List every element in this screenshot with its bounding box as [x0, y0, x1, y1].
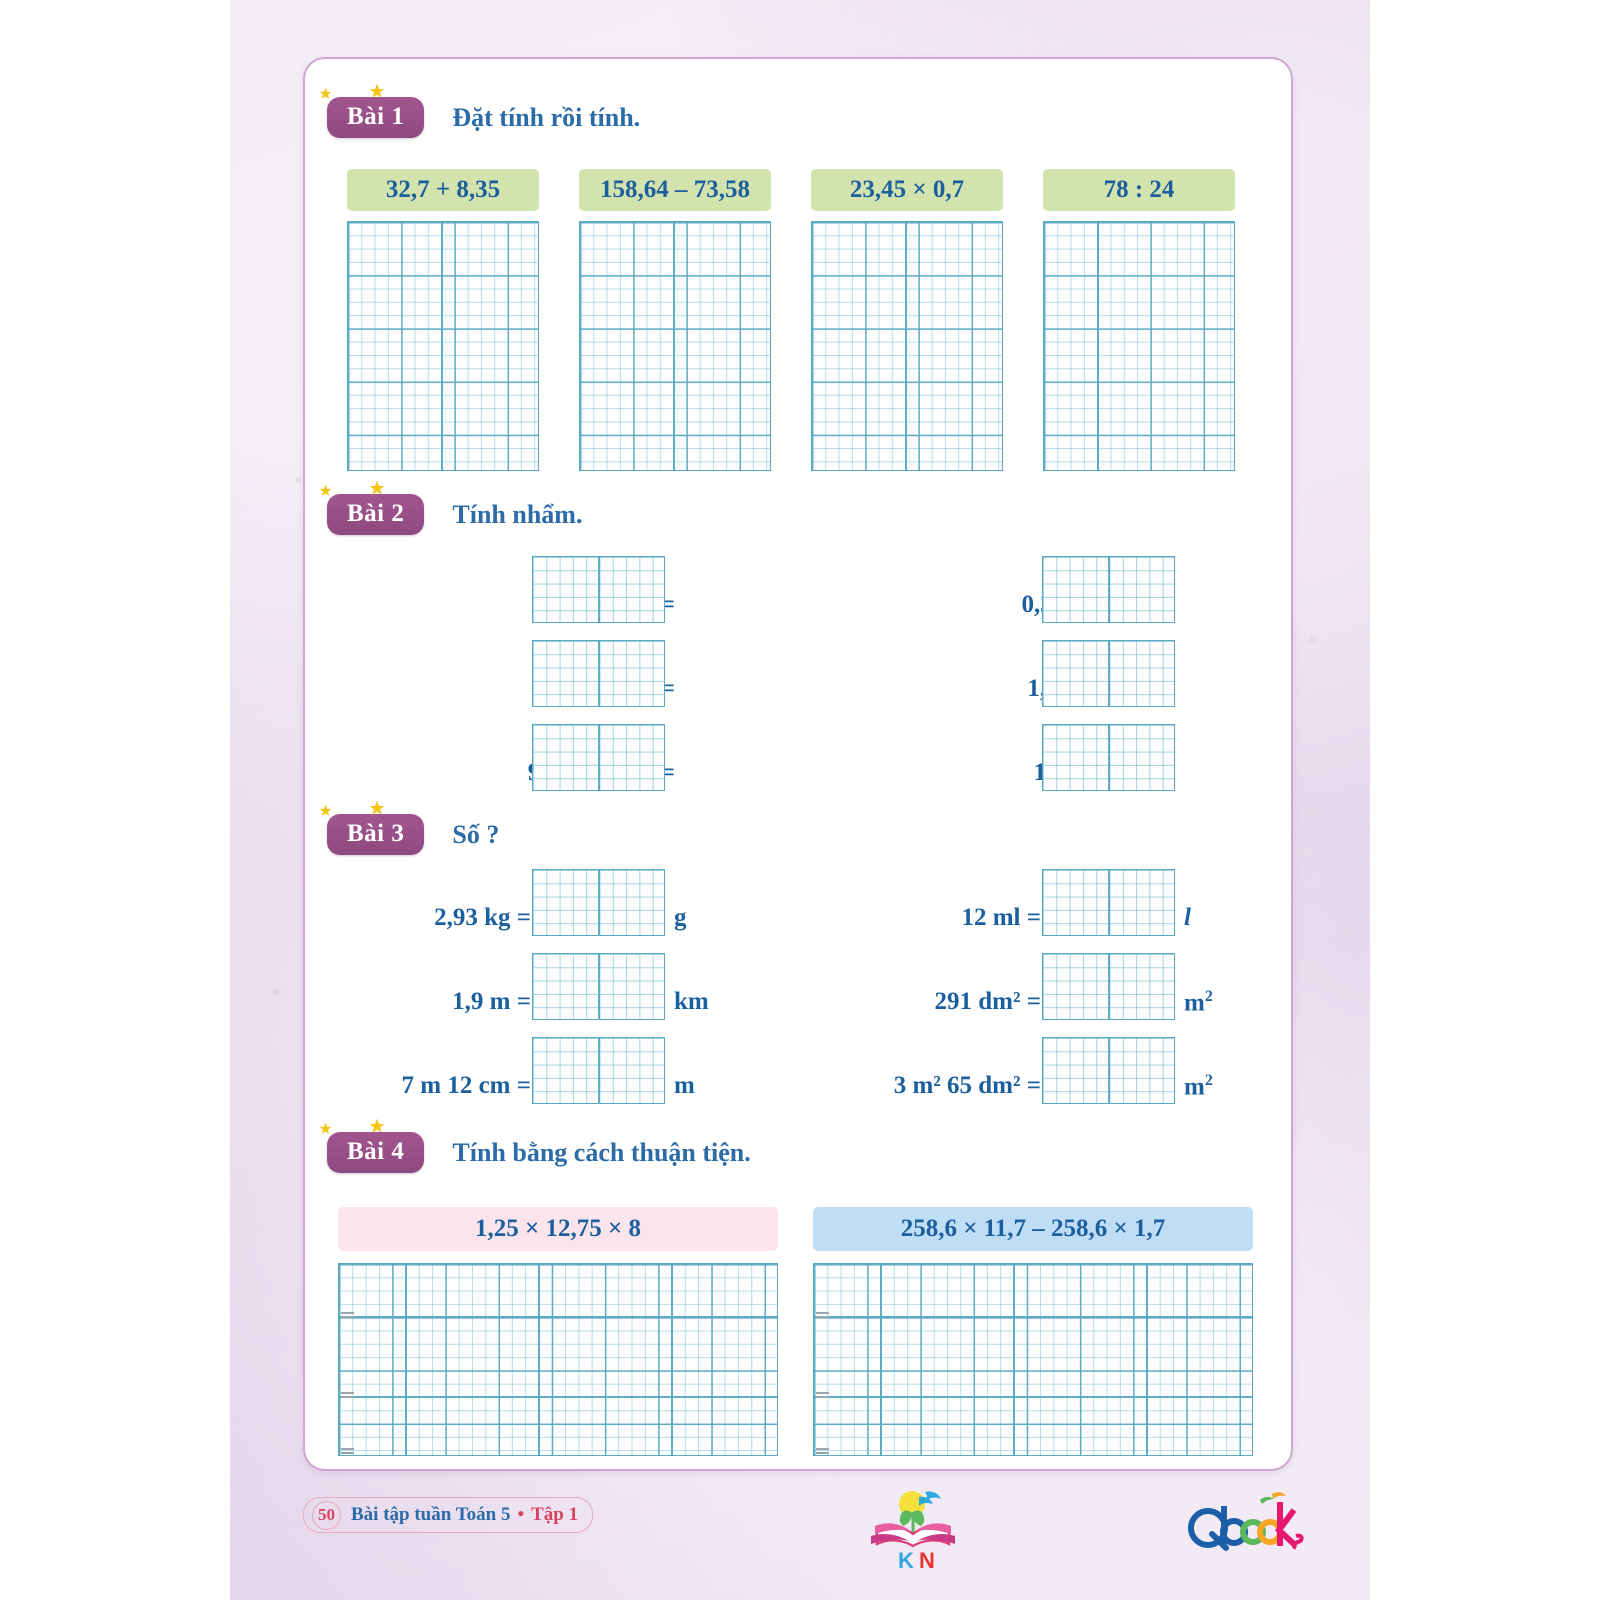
expression-chip: 23,45 × 0,7	[811, 169, 1003, 211]
unit-label: km	[674, 988, 709, 1015]
exercise-label: Bài 3	[347, 820, 405, 847]
answer-grid-bai-3[interactable]	[532, 953, 665, 1020]
equation-prompt: 12 ml =	[961, 904, 1041, 931]
answer-grid-bai-1[interactable]	[1043, 221, 1235, 471]
equation-row: 291 dm² =	[875, 988, 1041, 1016]
unit-label-wrap: l	[1177, 904, 1191, 932]
answer-grid-bai-4[interactable]	[338, 1263, 778, 1456]
expression-chip: 32,7 + 8,35	[347, 169, 539, 211]
expression-chip: 1,25 × 12,75 × 8	[338, 1207, 778, 1251]
equation-row: 3 m² 65 dm² =	[845, 1072, 1041, 1100]
unit-label: g	[674, 904, 687, 931]
answer-grid-bai-1[interactable]	[811, 221, 1003, 471]
exercise-label: Bài 4	[347, 1138, 405, 1165]
svg-text:K: K	[898, 1548, 914, 1572]
answer-grid-bai-2[interactable]	[532, 640, 665, 707]
footer-volume: Tập 1	[531, 1504, 579, 1525]
star-icon	[319, 804, 332, 817]
star-icon	[319, 484, 332, 497]
footer-book-title: Bài tập tuần Toán 5	[351, 1504, 511, 1525]
exercise-header-bai-3: Bài 3 Số ?	[319, 800, 500, 855]
unit-label-wrap: km	[667, 988, 709, 1016]
unit-label-wrap: m2	[1177, 988, 1213, 1017]
answer-grid-bai-3[interactable]	[532, 1037, 665, 1104]
answer-grid-bai-2[interactable]	[1042, 640, 1175, 707]
exercise-label: Bài 2	[347, 500, 405, 527]
answer-grid-bai-2[interactable]	[1042, 724, 1175, 791]
unit-label: m2	[1184, 988, 1213, 1017]
worksheet-content: Bài 1 Đặt tính rồi tính. 32,7 + 8,35 158…	[305, 59, 1291, 1469]
exercise-label: Bài 1	[347, 103, 405, 130]
answer-grid-bai-3[interactable]	[1042, 869, 1175, 936]
qbooks-logo-icon	[1186, 1488, 1306, 1558]
answer-grid-bai-3[interactable]	[532, 869, 665, 936]
equation-row: 7 m 12 cm =	[335, 1072, 532, 1100]
exercise-header-bai-1: Bài 1 Đặt tính rồi tính.	[319, 83, 641, 138]
page-number: 50	[312, 1500, 341, 1530]
exercise-header-bai-2: Bài 2 Tính nhẩm.	[319, 480, 583, 535]
unit-label: l	[1184, 904, 1191, 931]
answer-grid-bai-2[interactable]	[1042, 556, 1175, 623]
star-icon	[369, 1118, 385, 1134]
expression-chip: 158,64 – 73,58	[579, 169, 771, 211]
answer-grid-bai-3[interactable]	[1042, 953, 1175, 1020]
unit-label-wrap: m2	[1177, 1072, 1213, 1101]
answer-grid-bai-3[interactable]	[1042, 1037, 1175, 1104]
footer-separator: •	[517, 1504, 525, 1525]
equation-prompt: 2,93 kg =	[434, 904, 531, 931]
equation-row: 2,93 kg =	[335, 904, 531, 932]
answer-grid-bai-1[interactable]	[579, 221, 771, 471]
equation-prompt: 7 m 12 cm =	[401, 1072, 532, 1099]
answer-grid-bai-2[interactable]	[532, 724, 665, 791]
star-icon	[369, 800, 385, 816]
exercise-title: Tính nhẩm.	[452, 499, 583, 529]
unit-label: m	[674, 1072, 695, 1099]
star-icon	[369, 83, 385, 99]
expression-chip: 78 : 24	[1043, 169, 1235, 211]
exercise-title: Đặt tính rồi tính.	[452, 102, 641, 132]
answer-grid-bai-4[interactable]	[813, 1263, 1253, 1456]
footer-page-pill: 50 Bài tập tuần Toán 5 • Tập 1	[303, 1497, 594, 1533]
kn-publisher-logo-icon: K N	[855, 1482, 975, 1573]
unit-label-wrap: g	[667, 904, 687, 932]
exercise-header-bai-4: Bài 4 Tính bằng cách thuận tiện.	[319, 1118, 751, 1173]
exercise-badge-bai-4: Bài 4	[319, 1118, 425, 1173]
star-icon	[319, 87, 332, 100]
exercise-badge-bai-1: Bài 1	[319, 83, 425, 138]
equation-row: 12 ml =	[875, 904, 1041, 932]
equation-row: 1,9 m =	[335, 988, 531, 1016]
equation-prompt: 3 m² 65 dm² =	[893, 1072, 1041, 1099]
expression-chip: 258,6 × 11,7 – 258,6 × 1,7	[813, 1207, 1253, 1251]
exercise-badge-bai-2: Bài 2	[319, 480, 425, 535]
answer-grid-bai-2[interactable]	[532, 556, 665, 623]
star-icon	[319, 1122, 332, 1135]
exercise-title: Tính bằng cách thuận tiện.	[452, 1137, 751, 1167]
exercise-title: Số ?	[452, 819, 500, 849]
unit-label-wrap: m	[667, 1072, 695, 1100]
answer-grid-bai-1[interactable]	[347, 221, 539, 471]
worksheet-card: Bài 1 Đặt tính rồi tính. 32,7 + 8,35 158…	[303, 57, 1293, 1471]
svg-text:N: N	[919, 1548, 935, 1572]
equation-prompt: 291 dm² =	[934, 988, 1041, 1015]
equation-prompt: 1,9 m =	[452, 988, 531, 1015]
exercise-badge-bai-3: Bài 3	[319, 800, 425, 855]
star-icon	[369, 480, 385, 496]
unit-label: m2	[1184, 1072, 1213, 1101]
